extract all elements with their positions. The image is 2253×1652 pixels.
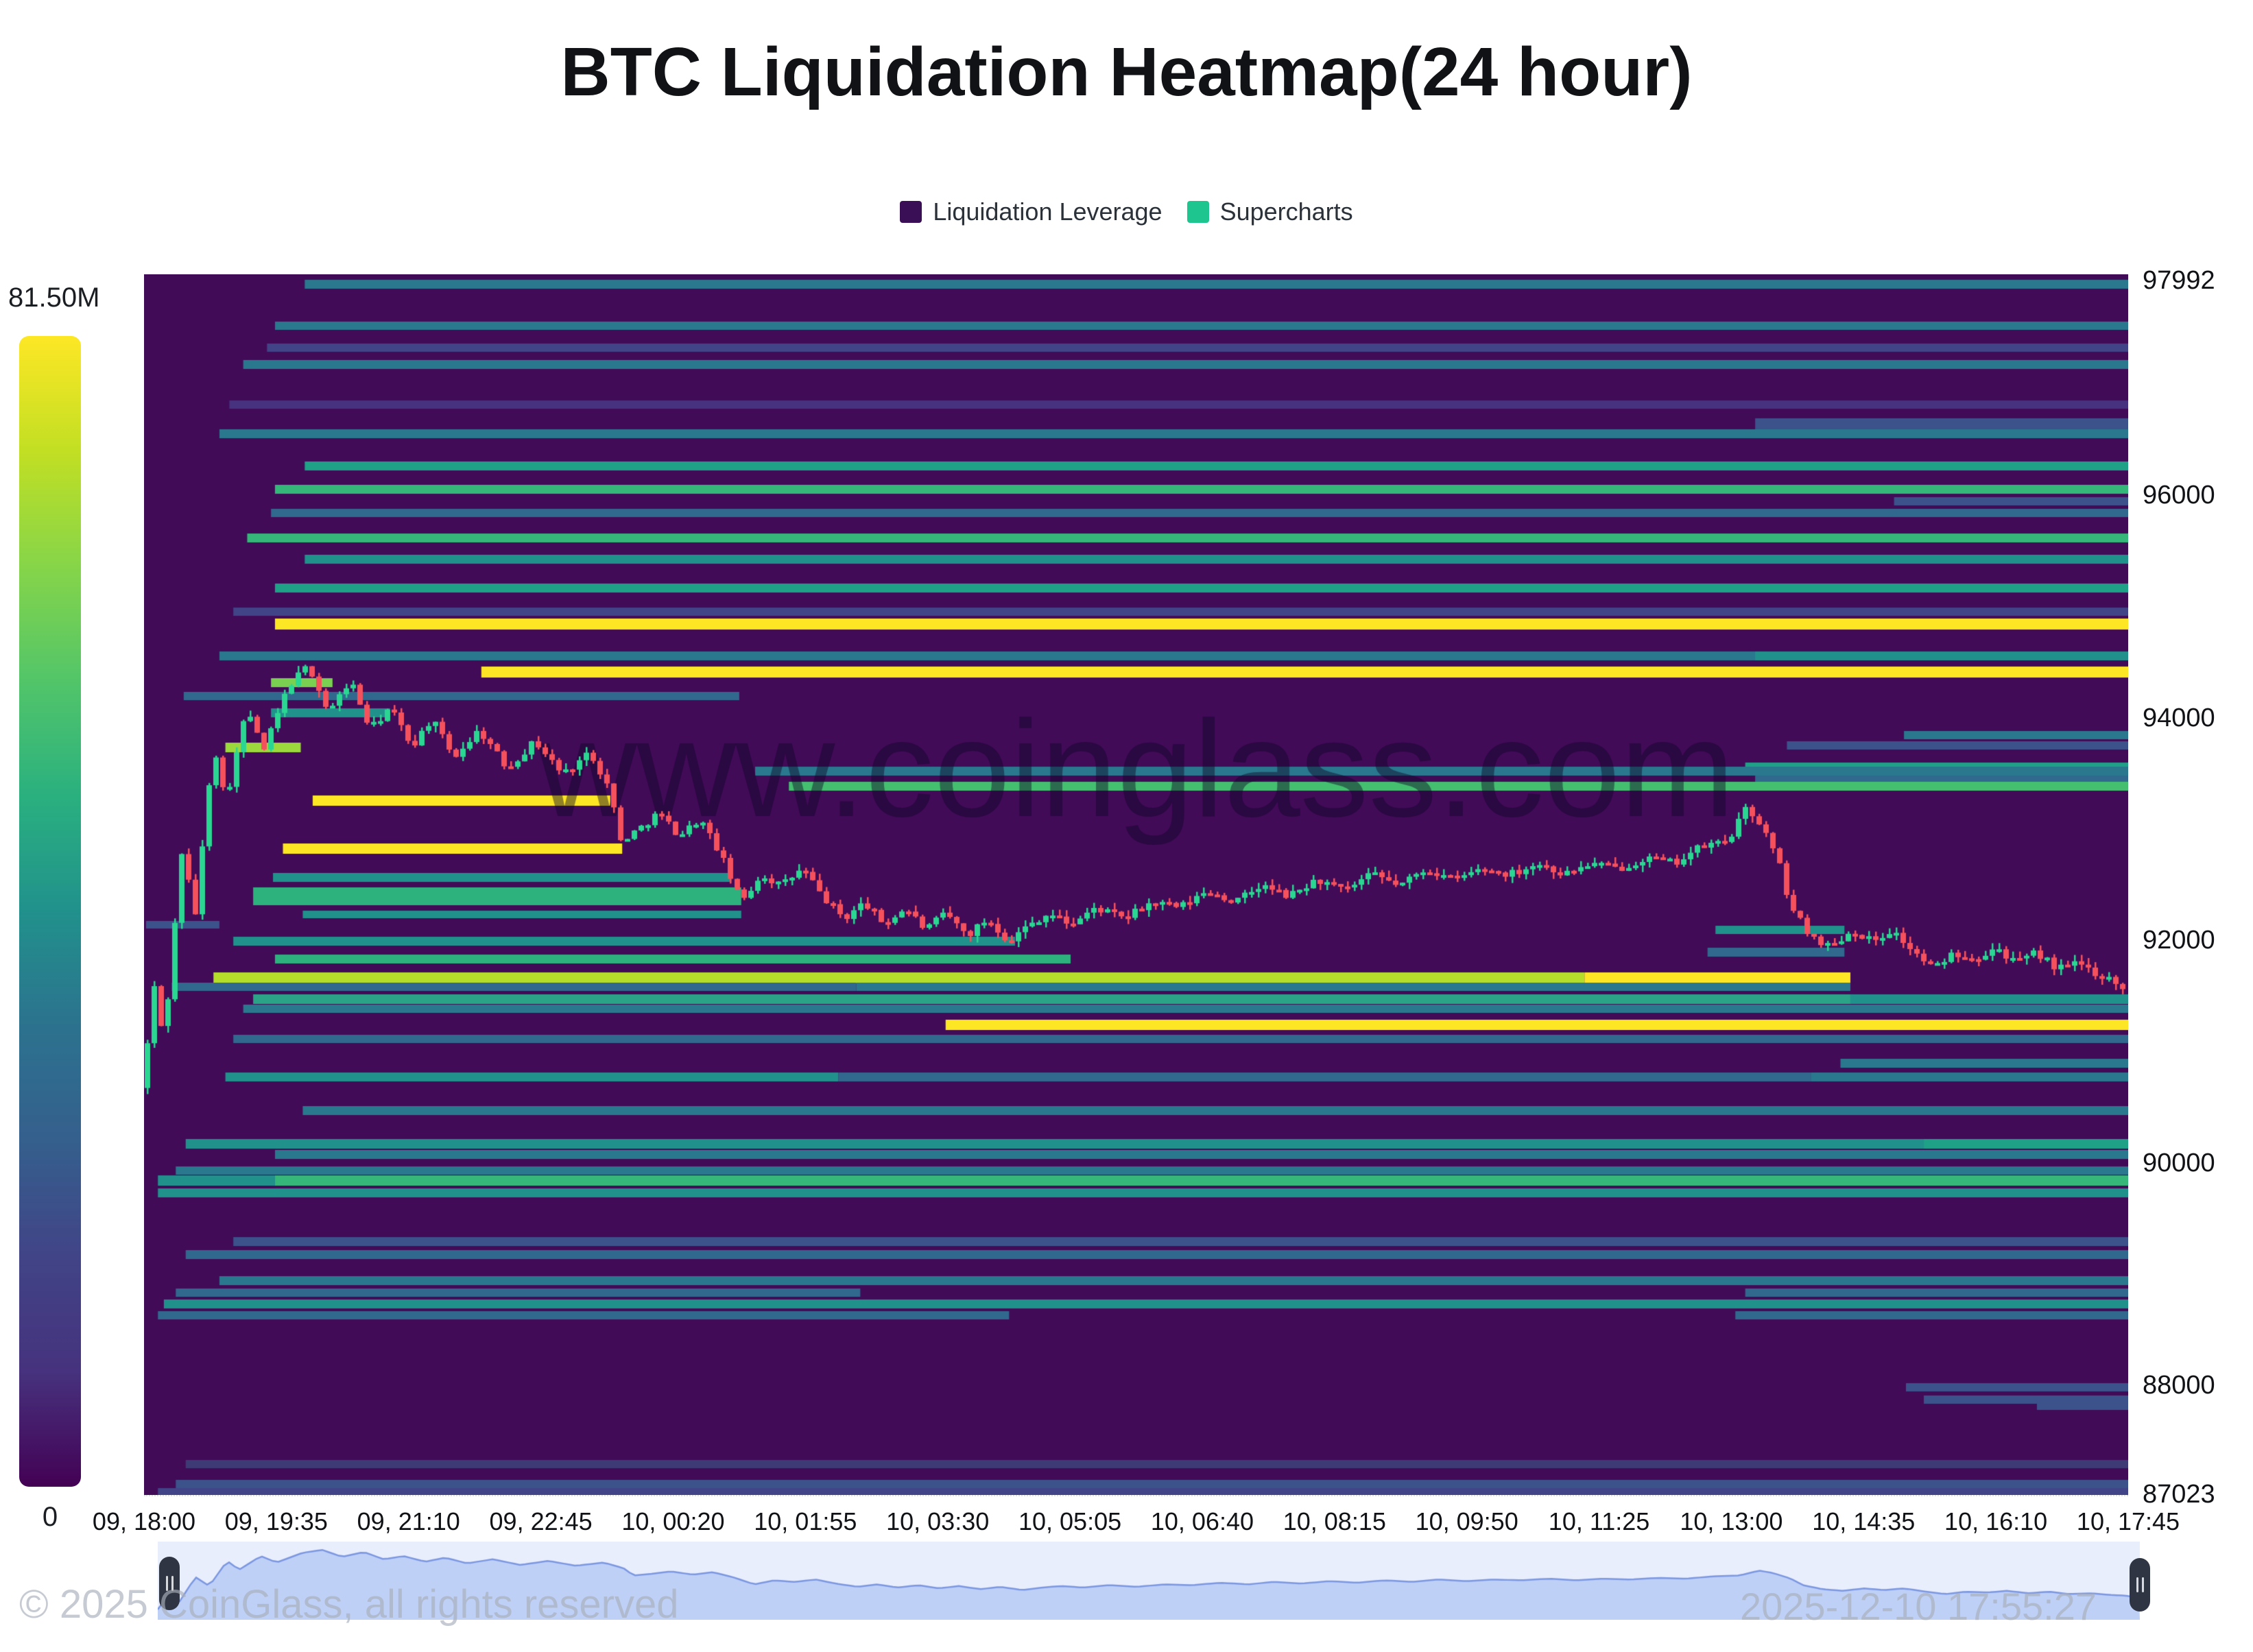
legend-label-liquidation-leverage: Liquidation Leverage — [933, 197, 1163, 226]
x-axis-label-4: 10, 00:20 — [621, 1507, 725, 1535]
colorbar-gradient — [19, 336, 81, 1487]
x-axis-label-0: 09, 18:00 — [92, 1507, 196, 1535]
colorbar-min-label: 0 — [42, 1502, 58, 1532]
y-axis-label-97992: 97992 — [2143, 266, 2215, 295]
x-axis-label-9: 10, 08:15 — [1283, 1507, 1386, 1535]
x-axis-label-2: 09, 21:10 — [357, 1507, 460, 1535]
liquidation-heatmap-canvas[interactable] — [144, 274, 2128, 1496]
navigator-handle-right[interactable] — [2130, 1558, 2150, 1612]
x-axis-label-15: 10, 17:45 — [2076, 1507, 2180, 1535]
x-axis-label-3: 09, 22:45 — [489, 1507, 593, 1535]
x-axis-label-6: 10, 03:30 — [886, 1507, 990, 1535]
colorbar-max-label: 81.50M — [8, 283, 100, 313]
legend: Liquidation Leverage Supercharts — [0, 197, 2253, 226]
timestamp-text: 2025-12-10 17:55:27 — [1740, 1585, 2097, 1628]
y-axis-label-96000: 96000 — [2143, 481, 2215, 510]
legend-swatch-supercharts — [1187, 201, 1209, 223]
x-axis-label-11: 10, 11:25 — [1548, 1507, 1650, 1535]
y-axis-label-88000: 88000 — [2143, 1371, 2215, 1400]
page-title: BTC Liquidation Heatmap(24 hour) — [560, 34, 1693, 110]
x-axis-label-12: 10, 13:00 — [1680, 1507, 1783, 1535]
navigator-handle-left[interactable] — [159, 1557, 180, 1610]
y-axis-label-94000: 94000 — [2143, 703, 2215, 732]
x-axis-label-1: 09, 19:35 — [224, 1507, 328, 1535]
x-axis-label-5: 10, 01:55 — [754, 1507, 857, 1535]
legend-swatch-liquidation-leverage — [900, 201, 922, 223]
y-axis-label-87023: 87023 — [2143, 1480, 2215, 1509]
copyright-text: © 2025 CoinGlass, all rights reserved — [19, 1582, 679, 1627]
legend-label-supercharts: Supercharts — [1219, 197, 1353, 226]
x-axis-label-7: 10, 05:05 — [1018, 1507, 1122, 1535]
x-axis-label-8: 10, 06:40 — [1150, 1507, 1254, 1535]
y-axis-label-90000: 90000 — [2143, 1148, 2215, 1177]
legend-item-supercharts[interactable]: Supercharts — [1187, 197, 1353, 226]
x-axis-label-13: 10, 14:35 — [1812, 1507, 1916, 1535]
y-axis-label-92000: 92000 — [2143, 926, 2215, 955]
x-axis-label-14: 10, 16:10 — [1944, 1507, 2048, 1535]
legend-item-liquidation-leverage[interactable]: Liquidation Leverage — [900, 197, 1163, 226]
navigator-canvas[interactable] — [158, 1542, 2140, 1620]
x-axis-label-10: 10, 09:50 — [1415, 1507, 1518, 1535]
